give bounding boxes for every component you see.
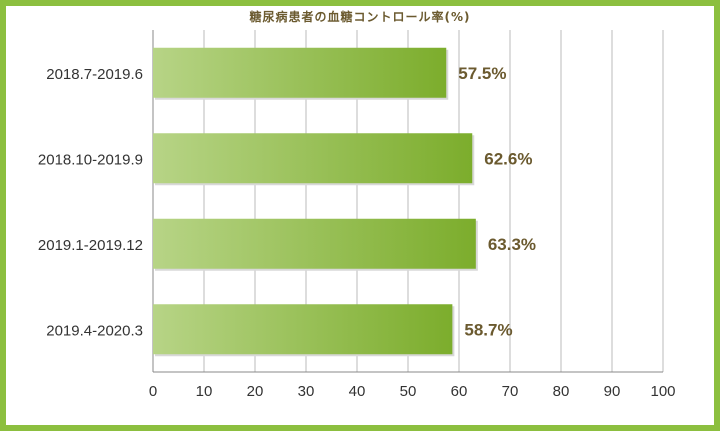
x-tick-label: 0 [149, 383, 157, 400]
x-tick-label: 90 [604, 383, 621, 400]
x-tick-label: 60 [451, 383, 468, 400]
value-label: 62.6% [484, 149, 532, 168]
x-tick-label: 40 [349, 383, 366, 400]
labels: 0 10 20 30 40 50 60 70 80 90 100 2018.7-2019.6 57.5%… [38, 64, 676, 400]
x-tick-label: 80 [553, 383, 570, 400]
chart-title: 糖尿病患者の血糖コントロール率(%) [249, 10, 471, 24]
x-tick-label: 50 [400, 383, 417, 400]
value-label: 57.5% [458, 64, 506, 83]
bars [153, 47, 478, 357]
category-label: 2018.7-2019.6 [46, 66, 143, 83]
x-tick-label: 100 [650, 383, 675, 400]
value-label: 58.7% [464, 320, 512, 339]
category-label: 2019.4-2020.3 [46, 322, 143, 339]
bar [153, 47, 447, 98]
bar [153, 304, 453, 355]
bar [153, 218, 476, 269]
x-tick-label: 30 [298, 383, 315, 400]
bar [153, 133, 473, 184]
category-label: 2019.1-2019.12 [38, 237, 143, 254]
x-tick-label: 70 [502, 383, 519, 400]
value-label: 63.3% [488, 235, 536, 254]
x-tick-label: 20 [247, 383, 264, 400]
category-label: 2018.10-2019.9 [38, 151, 143, 168]
x-tick-label: 10 [196, 383, 213, 400]
